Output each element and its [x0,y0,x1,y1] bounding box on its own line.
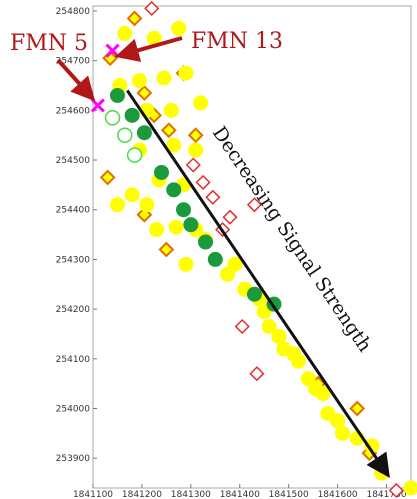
red-diamond-point [195,174,211,190]
green-point [176,202,192,218]
decreasing-signal-strength-label: Decreasing Signal Strength [208,122,376,356]
open-green-point [104,110,121,126]
red-diamond-point [249,366,265,382]
fmn5-label: FMN 5 [10,31,88,56]
yellow-point [188,142,204,158]
yellow-point [193,95,209,111]
open-green-point [126,147,143,163]
x-tick-label: 1841400 [220,490,260,499]
yellow-point [166,137,182,153]
yellow-point [124,187,140,203]
y-tick-label: 254400 [56,206,91,216]
orange-diamond-point [349,400,366,417]
open-green-point [117,127,133,143]
green-point [207,251,223,267]
yellow-point [171,20,187,36]
red-diamond-point [222,209,238,225]
fmn13-label: FMN 13 [191,29,283,54]
plot-frame [92,5,412,489]
fmn13-arrow [114,36,183,62]
orange-diamond-point [158,241,175,258]
red-diamond-point [246,197,263,213]
orange-diamond-point [136,85,153,101]
yellow-point [163,102,179,118]
y-tick-label: 254500 [56,156,91,166]
green-point [166,182,182,198]
red-diamond-point [185,157,201,173]
green-point [183,217,199,233]
yellow-point [290,353,306,369]
red-diamond-point [388,482,404,499]
orange-diamond-point [126,10,143,27]
y-tick-label: 254600 [56,106,91,116]
y-tick-label: 254100 [56,355,91,365]
data-points [90,0,417,499]
y-tick-label: 254200 [56,305,91,315]
x-tick-label: 1841200 [122,490,162,499]
orange-diamond-point [187,127,204,144]
yellow-point [178,65,194,81]
green-point [246,286,262,302]
yellow-point [271,328,287,344]
green-point [124,107,140,123]
signal-strength-arrow [126,89,390,479]
y-tick-label: 254800 [56,7,91,17]
x-axis: 1841100 1841200 1841300 1841400 1841500 18416… [73,484,407,499]
green-point [198,234,214,250]
x-tick-label: 1841700 [366,490,406,499]
yellow-point [403,480,417,496]
orange-diamond-point [160,122,177,139]
y-tick-label: 254000 [56,404,91,414]
yellow-point [315,386,331,402]
yellow-point [364,438,380,454]
red-diamond-point [144,0,160,17]
y-axis: 253900 254000 254100 254200 254300 254400 2545… [56,7,97,464]
red-diamond-point [205,189,221,205]
x-tick-label: 1841500 [269,490,309,499]
yellow-point [117,25,133,41]
fmn5-arrow [56,58,96,102]
yellow-point [330,413,346,429]
yellow-point [178,256,194,272]
red-diamond-point [234,318,250,335]
x-tick-label: 1841600 [318,490,358,499]
yellow-point [139,197,155,213]
yellow-point [109,197,125,213]
yellow-point [149,222,165,238]
yellow-point [146,30,162,46]
yellow-point [168,219,184,235]
y-tick-label: 253900 [56,454,91,464]
green-point [109,87,125,103]
yellow-point [131,73,147,89]
green-point [153,164,169,180]
yellow-point [227,256,243,272]
magenta-x-point [90,98,105,113]
yellow-point [261,319,277,335]
y-tick-label: 254700 [56,57,91,67]
yellow-point [335,425,351,441]
yellow-point [156,70,172,86]
x-tick-label: 1841100 [73,490,113,499]
y-tick-label: 254300 [56,255,91,265]
x-tick-label: 1841300 [171,490,211,499]
orange-diamond-point [99,169,116,186]
green-point [136,125,152,141]
